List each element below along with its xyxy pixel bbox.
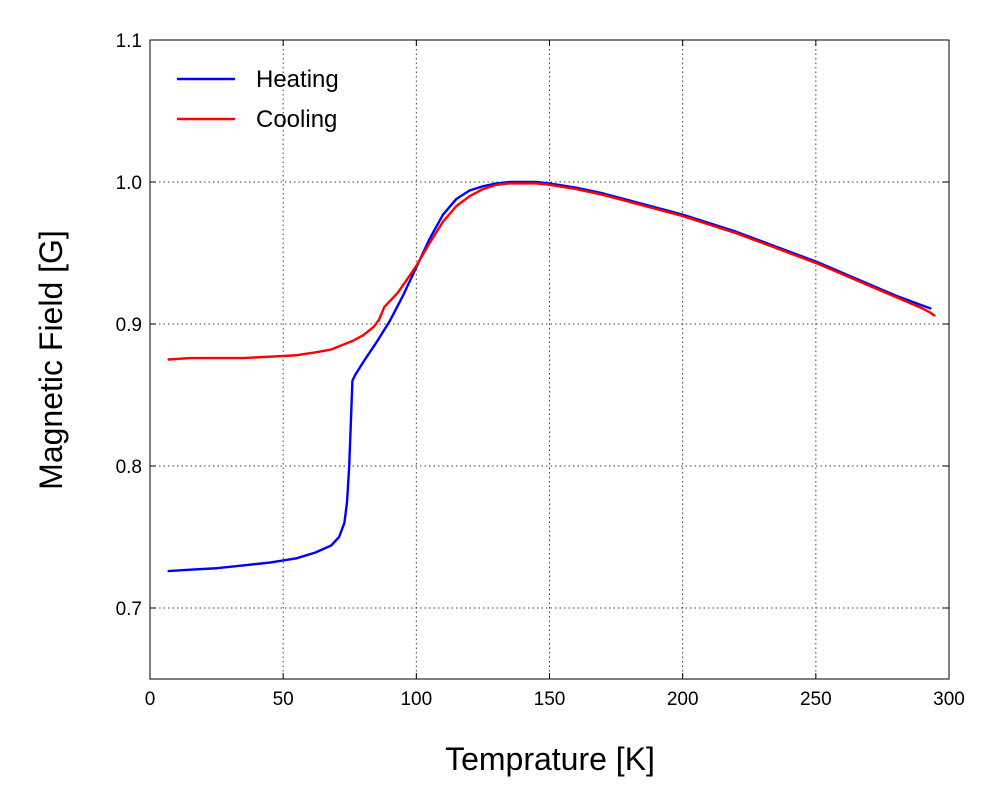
x-tick-label: 100 [400, 689, 432, 710]
x-tick-label: 250 [800, 689, 832, 710]
legend: Heating Cooling [177, 66, 339, 133]
x-tick-label: 0 [145, 689, 156, 710]
x-axis-title: Temprature [K] [445, 741, 655, 777]
legend-label-heating: Heating [256, 66, 339, 93]
y-tick-label: 0.8 [116, 457, 142, 478]
x-tick-label: 50 [273, 689, 294, 710]
series-line-heating [167, 180, 932, 573]
y-tick-label: 1.1 [116, 31, 142, 52]
series-line-cooling [167, 182, 936, 361]
x-tick-label: 300 [933, 689, 965, 710]
legend-label-cooling: Cooling [256, 106, 337, 133]
series-layer [167, 180, 936, 573]
y-tick-label: 1.0 [116, 173, 142, 194]
y-tick-label: 0.7 [116, 599, 142, 620]
x-tick-label: 200 [667, 689, 699, 710]
y-axis-title: Magnetic Field [G] [33, 230, 69, 490]
grid [150, 40, 949, 679]
y-tick-label: 0.9 [116, 315, 142, 336]
ticks: 0 50 100 150 200 250 300 0.7 0.8 0.9 1.0 1.1 [116, 31, 965, 710]
x-tick-label: 150 [534, 689, 566, 710]
